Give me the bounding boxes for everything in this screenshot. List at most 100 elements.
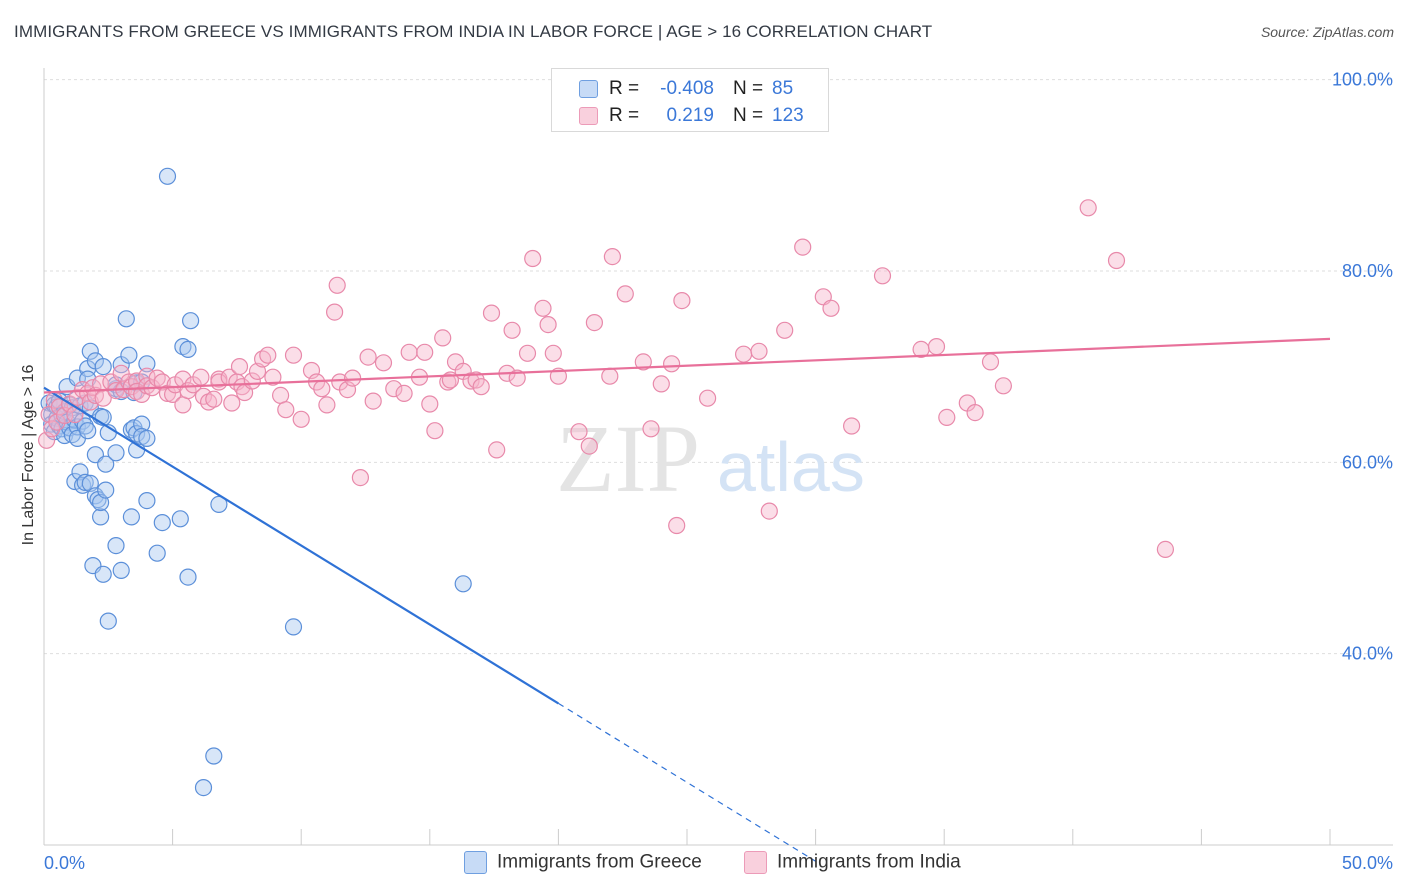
data-point-greece <box>79 422 97 440</box>
data-point-india <box>503 321 521 339</box>
y-tick-label: 60.0% <box>1342 452 1393 472</box>
x-tick-label-max: 50.0% <box>1342 853 1393 873</box>
data-point-india <box>760 502 778 520</box>
legend-n-label: N = <box>733 78 764 99</box>
legend-n-value-india: 123 <box>772 105 804 126</box>
data-point-india <box>328 276 346 294</box>
y-tick-label: 80.0% <box>1342 261 1393 281</box>
legend-row-india: R = 0.219 N = 123 <box>552 102 828 128</box>
bottom-legend-swatch-greece <box>464 851 487 874</box>
data-point-india <box>385 380 403 398</box>
data-point-india <box>570 423 588 441</box>
data-point-greece <box>97 481 115 499</box>
data-point-greece <box>79 370 97 388</box>
legend-swatch-india <box>579 107 598 125</box>
data-point-greece <box>76 473 94 491</box>
data-point-india <box>673 292 691 310</box>
data-point-greece <box>107 536 125 555</box>
data-point-greece <box>454 575 472 593</box>
data-point-india <box>539 316 557 334</box>
data-point-india <box>364 392 382 410</box>
legend-row-greece: R = -0.408 N = 85 <box>552 75 828 101</box>
data-point-india <box>776 321 794 339</box>
data-point-greece <box>94 358 112 376</box>
data-point-india <box>174 396 192 414</box>
data-point-greece <box>99 612 117 630</box>
data-point-greece <box>97 455 115 473</box>
data-point-india <box>544 344 562 362</box>
watermark-atlas: atlas <box>717 428 865 506</box>
data-point-india <box>938 408 956 426</box>
data-point-greece <box>205 747 223 765</box>
data-point-greece <box>117 310 135 328</box>
data-point-india <box>508 369 526 387</box>
series-india-points <box>37 199 1175 559</box>
data-point-india <box>1156 540 1175 559</box>
data-point-india <box>421 395 439 413</box>
data-point-greece <box>94 565 112 583</box>
bottom-legend-greece: Immigrants from Greece <box>464 851 702 874</box>
y-tick-labels: 40.0% 60.0% 80.0% 100.0% <box>1332 70 1393 664</box>
data-point-india <box>264 368 282 386</box>
data-point-india <box>966 404 984 422</box>
data-point-india <box>668 516 686 535</box>
data-point-india <box>434 329 452 347</box>
data-point-india <box>642 420 660 438</box>
data-point-greece <box>158 167 177 185</box>
data-point-greece <box>284 618 303 636</box>
data-point-greece <box>194 778 213 797</box>
data-point-india <box>200 393 218 411</box>
data-point-india <box>259 346 277 364</box>
data-point-india <box>50 398 69 416</box>
data-point-india <box>601 367 619 385</box>
trend-lines <box>43 337 1331 862</box>
data-point-india <box>603 248 622 266</box>
data-point-india <box>873 267 892 285</box>
data-point-india <box>524 249 542 268</box>
legend: R = -0.408 N = 85 R = 0.219 N = 123 <box>551 68 829 132</box>
data-point-india <box>518 344 537 362</box>
data-point-india <box>344 369 362 387</box>
data-point-india <box>439 373 457 391</box>
data-point-india <box>750 342 768 360</box>
bottom-legend-label-greece: Immigrants from Greece <box>497 851 702 873</box>
data-point-india <box>534 299 552 317</box>
data-point-india <box>192 368 210 386</box>
data-point-india <box>326 303 344 321</box>
data-point-greece <box>138 355 156 373</box>
data-point-india <box>351 469 369 487</box>
data-point-greece <box>107 444 125 462</box>
data-point-greece <box>210 495 228 513</box>
source-label: Source: ZipAtlas.com <box>1260 24 1394 40</box>
y-tick-label: 100.0% <box>1332 70 1393 90</box>
data-point-greece <box>76 417 94 435</box>
data-point-india <box>426 422 444 440</box>
data-point-india <box>482 304 501 322</box>
data-point-greece <box>171 510 189 528</box>
x-tick-label-min: 0.0% <box>44 853 85 873</box>
data-point-india <box>652 375 670 393</box>
data-point-india <box>662 355 681 373</box>
trend-line-india <box>43 337 1331 394</box>
data-point-india <box>981 353 1000 371</box>
data-point-india <box>359 348 377 366</box>
data-point-india <box>230 358 249 376</box>
series-greece-points <box>40 167 472 797</box>
data-point-greece <box>112 561 130 580</box>
data-point-india <box>318 396 336 414</box>
data-point-india <box>927 338 946 356</box>
legend-r-label: R = <box>609 78 640 99</box>
data-point-india <box>472 378 490 396</box>
data-point-greece <box>153 513 171 532</box>
trend-line-greece <box>43 386 559 705</box>
bottom-legend-label-india: Immigrants from India <box>777 851 961 873</box>
data-point-india <box>277 401 295 419</box>
data-point-india <box>272 386 290 404</box>
data-point-greece <box>182 312 200 330</box>
legend-n-value-greece: 85 <box>772 78 794 99</box>
axes <box>43 68 1393 846</box>
data-point-india <box>616 285 634 303</box>
data-point-india <box>374 354 393 372</box>
data-point-india <box>580 437 598 455</box>
